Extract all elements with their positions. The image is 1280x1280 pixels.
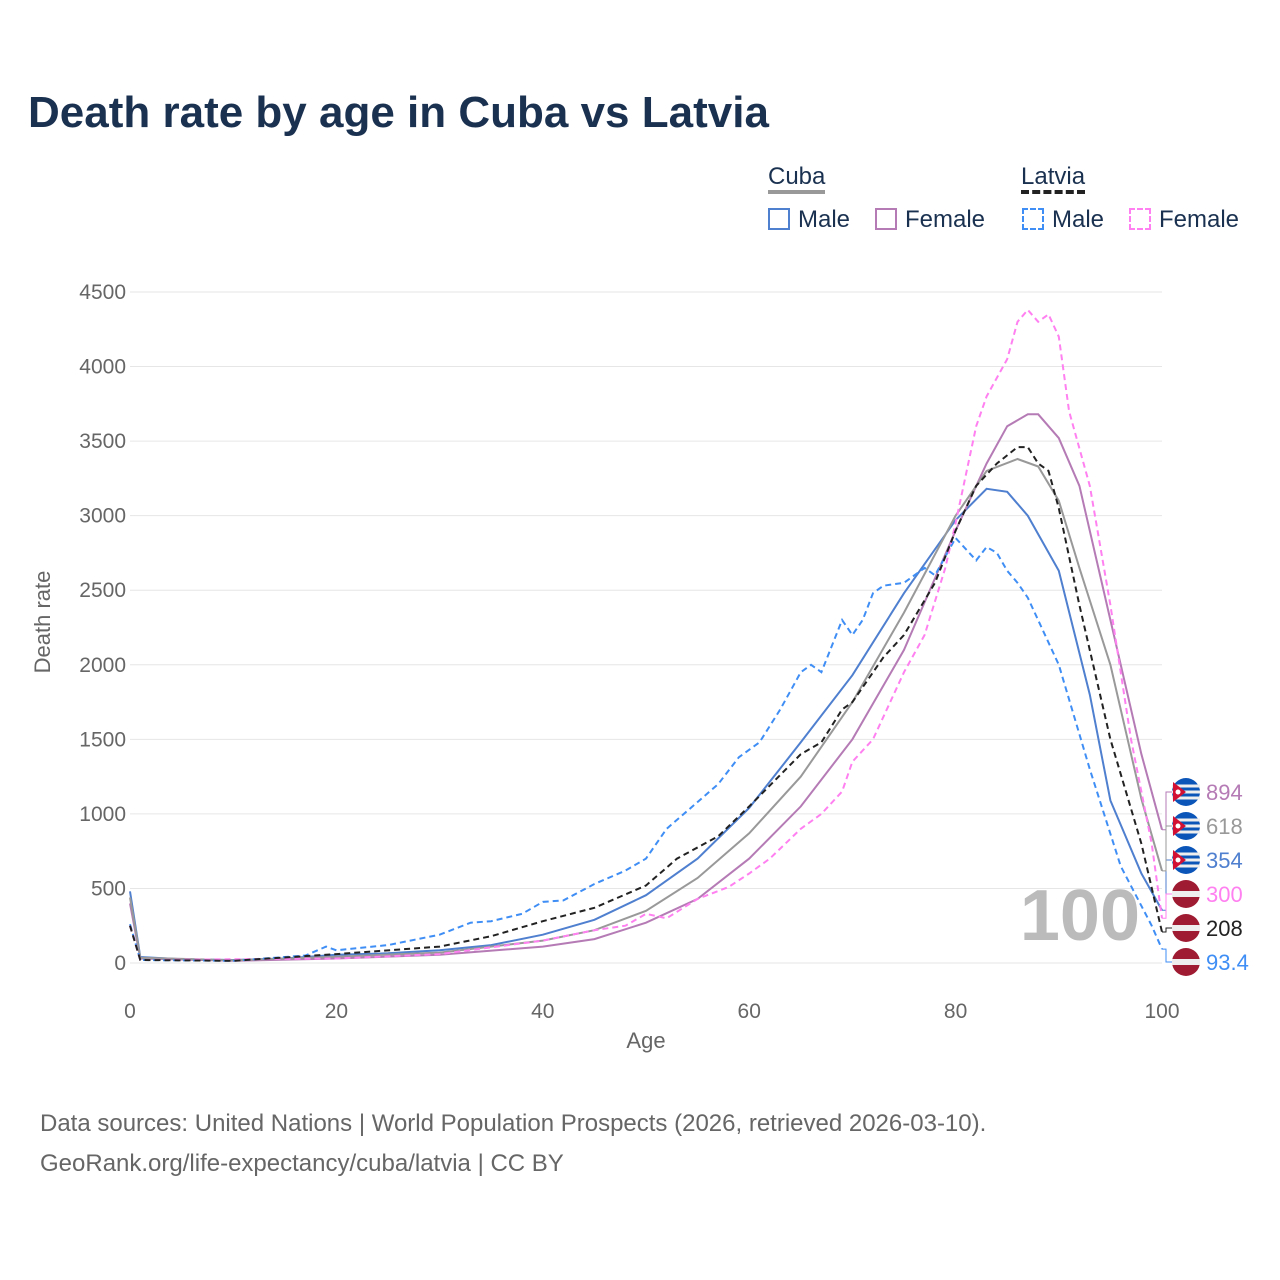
legend-latvia-heading: Latvia [1021, 164, 1086, 194]
flag-star [1175, 823, 1181, 829]
x-tick-label: 40 [531, 1000, 554, 1023]
legend-cuba-female[interactable]: Female [905, 206, 986, 233]
y-tick-label: 1000 [79, 803, 126, 826]
flag-stripe [1172, 796, 1200, 800]
series-line-cuba-total [129, 457, 1163, 962]
end-label-connector [1162, 791, 1172, 831]
watermark-age: 100 [1020, 876, 1140, 956]
flag-stripe [1172, 925, 1200, 931]
legend-cuba-female-swatch [875, 208, 897, 230]
legend-cuba-male[interactable]: Male [798, 206, 851, 233]
x-tick-label: 0 [124, 1000, 136, 1023]
flag-star [1175, 857, 1181, 863]
legend-latvia-male-swatch [1022, 208, 1044, 230]
x-tick-label: 100 [1144, 1000, 1179, 1023]
flag-star [1175, 789, 1181, 795]
end-value-label: 894 [1206, 780, 1243, 805]
legend-latvia-female[interactable]: Female [1159, 206, 1240, 233]
y-tick-label: 4500 [79, 281, 126, 304]
end-label-connector [1162, 859, 1172, 911]
y-tick-label: 1500 [79, 728, 126, 751]
series-line-cuba-female [129, 413, 1163, 962]
flag-stripe [1172, 784, 1200, 788]
legend-latvia-male[interactable]: Male [1052, 206, 1105, 233]
y-tick-label: 500 [91, 877, 126, 900]
x-tick-label: 20 [325, 1000, 348, 1023]
y-tick-label: 3000 [79, 505, 126, 528]
legend-latvia-female-swatch [1129, 208, 1151, 230]
cuba-flag-icon [1172, 846, 1200, 874]
source-line-2[interactable]: GeoRank.org/life-expectancy/cuba/latvia … [40, 1150, 564, 1177]
latvia-flag-icon [1172, 880, 1200, 908]
y-tick-label: 2500 [79, 579, 126, 602]
series-line-cuba-male [129, 487, 1163, 962]
flag-stripe [1172, 891, 1200, 897]
cuba-flag-icon [1172, 778, 1200, 806]
end-value-label: 208 [1206, 916, 1243, 941]
source-line-1: Data sources: United Nations | World Pop… [40, 1110, 987, 1137]
y-tick-label: 3500 [79, 430, 126, 453]
legend-cuba-heading: Cuba [768, 164, 826, 194]
y-tick-label: 2000 [79, 654, 126, 677]
end-label-connector [1162, 893, 1172, 919]
flag-stripe [1172, 852, 1200, 856]
y-tick-label: 0 [114, 952, 126, 975]
y-tick-label: 4000 [79, 356, 126, 379]
flag-stripe [1172, 959, 1200, 965]
flag-stripe [1172, 864, 1200, 868]
x-tick-label: 80 [944, 1000, 967, 1023]
end-label-connector [1162, 927, 1172, 933]
chart-title: Death rate by age in Cuba vs Latvia [28, 88, 769, 137]
cuba-flag-icon [1172, 812, 1200, 840]
end-value-label: 300 [1206, 882, 1243, 907]
x-tick-label: 60 [738, 1000, 761, 1023]
latvia-flag-icon [1172, 914, 1200, 942]
series-line-latvia-total [129, 446, 1163, 962]
end-label-connector [1162, 825, 1172, 872]
end-value-label: 93.4 [1206, 950, 1249, 975]
latvia-flag-icon [1172, 948, 1200, 976]
flag-stripe [1172, 830, 1200, 834]
y-axis-label: Death rate [30, 571, 55, 674]
end-value-label: 354 [1206, 848, 1243, 873]
series-line-latvia-male [129, 536, 1163, 962]
flag-stripe [1172, 818, 1200, 822]
end-value-label: 618 [1206, 814, 1243, 839]
x-axis-label: Age [626, 1028, 665, 1053]
series-line-latvia-female [129, 308, 1163, 962]
end-label-connector [1162, 948, 1172, 963]
legend-cuba-male-swatch [768, 208, 790, 230]
